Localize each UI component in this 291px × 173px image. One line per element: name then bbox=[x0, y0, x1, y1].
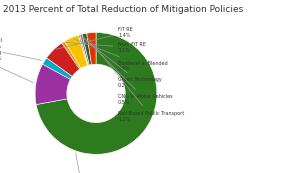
Wedge shape bbox=[35, 64, 70, 104]
Wedge shape bbox=[36, 33, 157, 154]
Wedge shape bbox=[62, 41, 81, 69]
Wedge shape bbox=[82, 33, 92, 65]
Wedge shape bbox=[87, 33, 96, 65]
Text: FiT RE
1.4%: FiT RE 1.4% bbox=[56, 27, 133, 49]
Wedge shape bbox=[80, 34, 89, 65]
Text: Waste Paper Recycling
10.7%: Waste Paper Recycling 10.7% bbox=[0, 50, 33, 83]
Text: Non- FiT RE
0.1%: Non- FiT RE 0.1% bbox=[66, 42, 146, 53]
Wedge shape bbox=[65, 35, 88, 68]
Text: CNG V- Motor Vehicles
0.5%: CNG V- Motor Vehicles 0.5% bbox=[83, 36, 173, 105]
Wedge shape bbox=[42, 58, 72, 79]
Text: Green Technology
0.2%: Green Technology 0.2% bbox=[81, 37, 162, 88]
Wedge shape bbox=[78, 35, 88, 65]
Text: Rail-Based Public Transport
1.2%: Rail-Based Public Transport 1.2% bbox=[86, 36, 184, 122]
Text: 2013 Percent of Total Reduction of Mitigation Policies: 2013 Percent of Total Reduction of Mitig… bbox=[3, 5, 243, 14]
Text: Biogas Capture from Palm Oil Mill
1.9%: Biogas Capture from Palm Oil Mill 1.9% bbox=[0, 38, 42, 60]
Text: Biodiesel in Blended
3.9%: Biodiesel in Blended 3.9% bbox=[74, 39, 168, 71]
Wedge shape bbox=[47, 43, 80, 76]
Text: Forest Develling
70.7%: Forest Develling 70.7% bbox=[63, 153, 102, 173]
